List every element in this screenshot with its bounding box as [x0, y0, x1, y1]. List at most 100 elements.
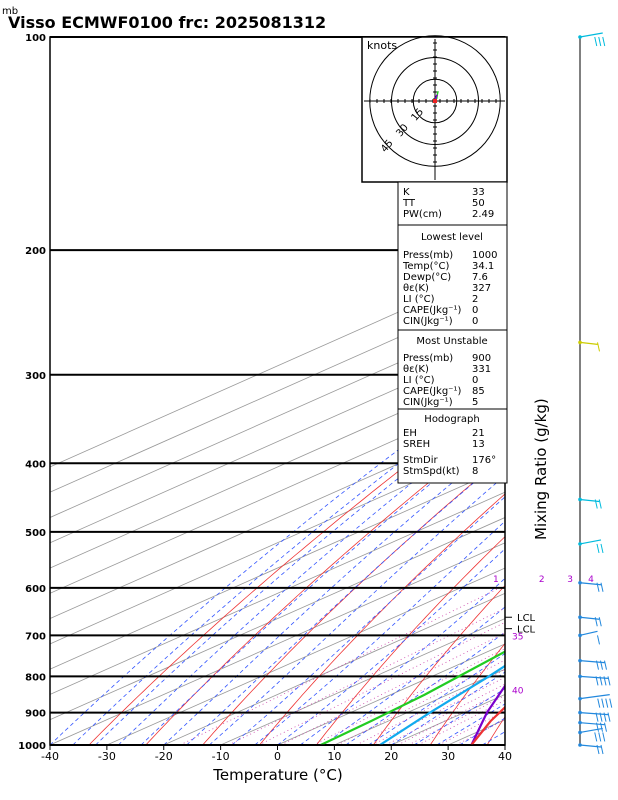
wind-barb-feather	[596, 543, 600, 554]
wind-barb-shaft	[579, 727, 603, 734]
isotherm-line	[50, 264, 505, 468]
index-hodo-label: StmDir	[403, 455, 438, 466]
wind-barb-feather	[598, 617, 602, 627]
wind-barb-feather	[595, 676, 599, 686]
moist-adiabat-line	[300, 577, 505, 745]
wind-barb-feather	[597, 698, 601, 708]
wind-barb-shaft	[579, 694, 610, 700]
wind-barb-shaft	[579, 539, 602, 545]
most-unstable-title: Most Unstable	[416, 336, 487, 347]
isotherm-line	[50, 491, 505, 695]
index-lowest-value: 1000	[472, 250, 497, 261]
mixing-ratio-label: 2	[539, 575, 545, 585]
wind-barb-feather	[600, 660, 603, 670]
x-tick-label: 10	[327, 750, 341, 763]
index-basic-value: 33	[472, 187, 485, 198]
lcl-label: LCL	[517, 613, 536, 624]
mixing-ratio-label: 3	[567, 575, 573, 585]
index-hodo-label: SREH	[403, 439, 430, 450]
index-unstable-label: θε(K)	[403, 364, 429, 375]
dry-adiabat-line	[259, 493, 505, 745]
pressure-tick-label: 600	[25, 584, 46, 595]
dry-adiabat-line	[316, 536, 505, 745]
hodograph-trace	[434, 94, 438, 100]
index-unstable-label: CIN(Jkg⁻¹)	[403, 397, 453, 408]
x-tick-label: 0	[274, 750, 281, 763]
theta-e-label: 35	[512, 632, 523, 642]
index-lowest-label: Temp(°C)	[402, 261, 450, 272]
wind-barb-feather	[609, 698, 613, 708]
wind-barb-shaft	[579, 712, 609, 716]
wind-barb-feather	[596, 722, 599, 732]
index-hodo-label: StmSpd(kt)	[403, 466, 460, 477]
index-lowest-value: 327	[472, 283, 491, 294]
isotherm-line	[50, 441, 505, 645]
lcl-label: LCL	[517, 625, 536, 636]
storm-motion-marker	[433, 99, 437, 103]
theta-e-label: 40	[512, 687, 524, 697]
index-lowest-value: 34.1	[472, 261, 494, 272]
isotherm-line	[220, 618, 505, 745]
wind-barb-feather	[594, 36, 598, 47]
pressure-tick-label: 800	[25, 672, 46, 683]
wind-barb-feather	[603, 676, 607, 686]
wind-barb-feather	[596, 744, 600, 755]
dry-adiabat-line	[601, 37, 618, 745]
index-unstable-value: 900	[472, 353, 491, 364]
pressure-tick-label: 300	[25, 371, 46, 382]
index-lowest-value: 0	[472, 316, 478, 327]
wind-barb-feather	[599, 712, 603, 722]
wind-barb-feather	[594, 617, 598, 627]
pressure-tick-label: 500	[25, 528, 46, 539]
isotherm-line	[50, 466, 505, 670]
mixing-ratio-label: 4	[588, 575, 594, 585]
index-lowest-label: Dewp(°C)	[403, 272, 451, 283]
wind-barb-feather	[594, 732, 598, 742]
index-basic-value: 2.49	[472, 209, 494, 220]
index-lowest-value: 2	[472, 294, 478, 305]
index-lowest-label: CAPE(Jkg⁻¹)	[403, 305, 461, 316]
index-unstable-value: 5	[472, 397, 478, 408]
index-lowest-value: 7.6	[472, 272, 488, 283]
wind-barb-feather	[599, 676, 603, 686]
x-tick-label: -10	[212, 750, 230, 763]
index-unstable-value: 0	[472, 375, 478, 386]
pressure-tick-label: 900	[25, 709, 46, 720]
moist-adiabat-line	[118, 408, 505, 745]
pressure-tick-label: 100	[25, 33, 46, 44]
isotherm-line	[50, 517, 505, 721]
index-unstable-label: Press(mb)	[403, 353, 453, 364]
chart-title: Visso ECMWF0100 frc: 2025081312	[8, 13, 326, 32]
mixing-ratio-line	[179, 587, 500, 745]
pressure-tick-label: 400	[25, 459, 46, 470]
index-hodo-value: 176°	[472, 455, 496, 466]
isotherm-line	[562, 37, 618, 745]
isotherm-line	[50, 542, 505, 745]
index-unstable-value: 331	[472, 364, 491, 375]
wind-barb-feather	[595, 712, 599, 722]
dry-adiabat-line	[372, 584, 505, 745]
isotherm-line	[50, 314, 505, 518]
wind-barb-feather	[598, 499, 602, 509]
index-lowest-value: 0	[472, 305, 478, 316]
moist-adiabat-line	[368, 653, 505, 745]
wind-barb-feather	[597, 342, 600, 352]
wind-barb-shaft	[579, 341, 598, 346]
moist-adiabat-line	[504, 744, 505, 745]
wind-barb-shaft	[579, 675, 609, 679]
parcel-profile-line	[470, 684, 505, 745]
isotherm-line	[106, 567, 505, 745]
hodograph-unit-label: knots	[367, 39, 397, 52]
x-tick-label: -30	[98, 750, 116, 763]
index-basic-label: TT	[402, 198, 416, 209]
index-lowest-label: CIN(Jkg⁻¹)	[403, 316, 453, 327]
wind-barb-feather	[600, 744, 604, 755]
wind-profile	[578, 32, 613, 755]
dry-adiabat-line	[544, 37, 618, 745]
dry-adiabat-line	[429, 642, 505, 745]
index-hodo-value: 21	[472, 428, 485, 439]
isotherm-line	[50, 340, 505, 544]
moist-adiabat-line	[140, 423, 505, 745]
